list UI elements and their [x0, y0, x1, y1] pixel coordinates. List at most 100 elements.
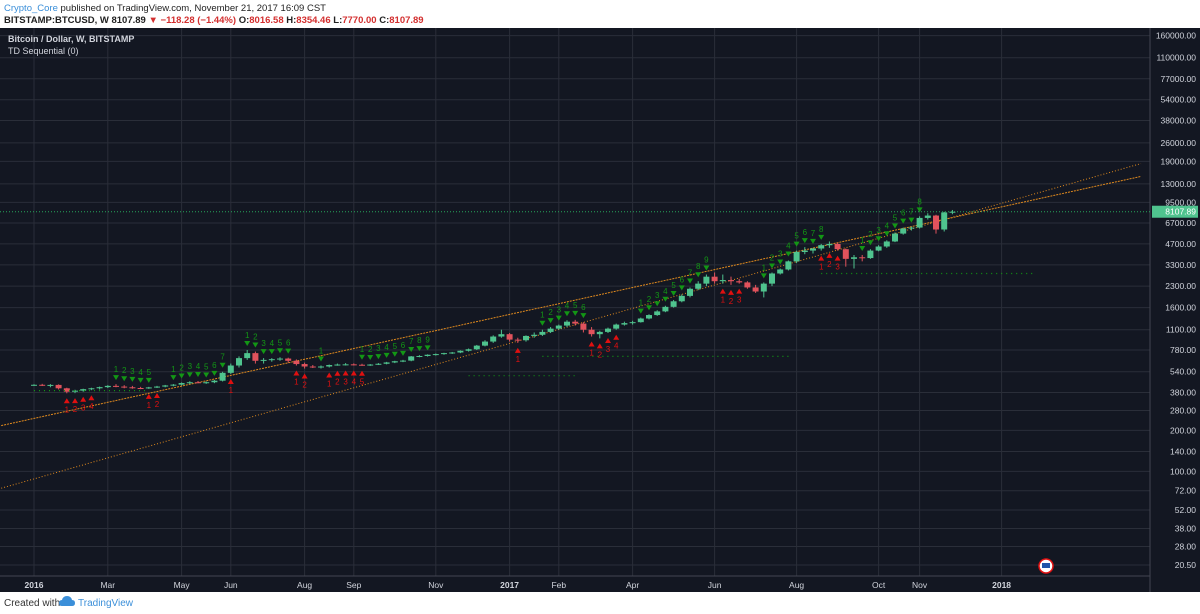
- buy-setup-count: 8: [417, 336, 422, 345]
- sell-setup-count: 1: [819, 263, 824, 272]
- sell-setup-count: 3: [606, 345, 611, 354]
- x-tick-label: 2018: [992, 580, 1011, 590]
- buy-setup-marker: [637, 308, 644, 314]
- chart-area[interactable]: 160000.00 110000.00 77000.00 54000.00 38000.…: [0, 28, 1200, 592]
- sell-setup-count: 4: [89, 402, 94, 411]
- trend-curve-lower: [1, 163, 1142, 489]
- buy-setup-marker: [883, 231, 890, 237]
- candle-body: [908, 227, 915, 229]
- candle-body: [859, 257, 866, 259]
- buy-setup-count: 5: [278, 338, 283, 347]
- sell-setup-marker: [728, 289, 734, 295]
- sell-setup-marker: [227, 378, 234, 384]
- candle-body: [400, 360, 406, 362]
- y-tick-label: 9500.00: [1165, 197, 1196, 207]
- candle-body: [646, 315, 652, 319]
- buy-setup-marker: [383, 352, 390, 358]
- buy-setup-marker: [555, 315, 562, 321]
- candle-body: [637, 318, 644, 323]
- author-link[interactable]: Crypto_Core: [4, 3, 58, 14]
- y-tick-label: 3300.00: [1165, 260, 1196, 270]
- sell-setup-marker: [605, 338, 611, 344]
- y-tick-label: 160000.00: [1156, 31, 1196, 41]
- buy-setup-marker: [670, 290, 677, 296]
- buy-setup-marker: [572, 310, 579, 316]
- buy-setup-count: 7: [688, 268, 693, 277]
- candle-body: [334, 364, 341, 366]
- candle-body: [293, 360, 300, 365]
- candle-body: [63, 388, 70, 392]
- candle-body: [687, 288, 693, 296]
- sell-setup-marker: [80, 396, 87, 402]
- candle-body: [285, 358, 292, 361]
- buy-setup-marker: [416, 346, 423, 352]
- candle-body: [236, 358, 242, 366]
- buy-setup-marker: [121, 376, 128, 382]
- y-tick-label: 26000.00: [1161, 138, 1197, 148]
- candle-body: [842, 249, 849, 259]
- buy-setup-count: 4: [138, 368, 143, 377]
- candle-body: [424, 354, 431, 356]
- buy-setup-marker: [777, 259, 784, 265]
- sell-setup-marker: [326, 372, 333, 378]
- candle-body: [391, 361, 398, 363]
- x-tick-label: 2017: [500, 580, 519, 590]
- close-value: 8107.89: [389, 15, 424, 26]
- buy-setup-count: 2: [868, 230, 873, 239]
- footer: Created with TradingView: [0, 592, 1200, 614]
- buy-setup-count: 1: [319, 347, 324, 356]
- buy-setup-count: 6: [901, 209, 906, 218]
- candle-body: [777, 269, 784, 274]
- y-tick-label: 280.00: [1170, 406, 1196, 416]
- buy-setup-marker: [859, 245, 866, 251]
- candle-body: [883, 241, 890, 247]
- y-tick-label: 200.00: [1170, 425, 1196, 435]
- candle-body: [88, 388, 95, 390]
- buy-setup-count: 4: [196, 362, 201, 371]
- indicator-legend[interactable]: TD Sequential (0): [8, 46, 79, 56]
- sell-setup-marker: [334, 370, 341, 376]
- buy-setup-count: 5: [573, 301, 578, 310]
- candle-body: [949, 211, 956, 213]
- buy-setup-marker: [252, 342, 259, 348]
- candle-body: [178, 383, 185, 385]
- buy-setup-count: 8: [917, 197, 922, 206]
- candle-body: [793, 252, 800, 262]
- open-label: O:: [238, 15, 250, 26]
- sell-setup-marker: [293, 370, 300, 376]
- sell-setup-marker: [736, 288, 743, 294]
- x-tick-label: Aug: [789, 580, 804, 590]
- sell-setup-count: 5: [360, 378, 365, 387]
- candle-body: [826, 243, 833, 246]
- candle-body: [301, 364, 308, 367]
- buy-setup-marker: [875, 236, 882, 242]
- candle-body: [719, 280, 726, 282]
- buy-setup-count: 3: [376, 344, 381, 353]
- sell-setup-count: 2: [155, 400, 160, 409]
- buy-setup-count: 2: [253, 333, 258, 342]
- high-value: 8354.46: [296, 15, 331, 26]
- tradingview-brand[interactable]: TradingView: [78, 598, 134, 609]
- buy-setup-count: 1: [639, 299, 644, 308]
- candle-body: [473, 345, 480, 350]
- x-tick-label: 2016: [25, 580, 44, 590]
- buy-setup-marker: [687, 278, 693, 284]
- last-price-tag: [1152, 205, 1198, 218]
- buy-setup-marker: [203, 372, 210, 378]
- buy-setup-marker: [769, 263, 775, 269]
- buy-setup-marker: [646, 305, 652, 311]
- price-chart-svg[interactable]: 160000.00 110000.00 77000.00 54000.00 38000.…: [0, 28, 1200, 592]
- buy-setup-count: 6: [680, 275, 685, 284]
- candle-body: [137, 388, 144, 390]
- chart-legend-title: Bitcoin / Dollar, W, BITSTAMP: [8, 34, 135, 44]
- buy-setup-marker: [186, 372, 193, 378]
- sell-setup-count: 3: [737, 296, 742, 305]
- candle-body: [227, 365, 234, 373]
- y-tick-label: 19000.00: [1161, 156, 1197, 166]
- sell-setup-count: 4: [352, 378, 357, 387]
- candle-body: [465, 349, 472, 351]
- x-tick-label: Feb: [551, 580, 566, 590]
- buy-setup-marker: [268, 349, 275, 355]
- sell-setup-marker: [342, 370, 349, 376]
- sell-setup-marker: [350, 370, 357, 376]
